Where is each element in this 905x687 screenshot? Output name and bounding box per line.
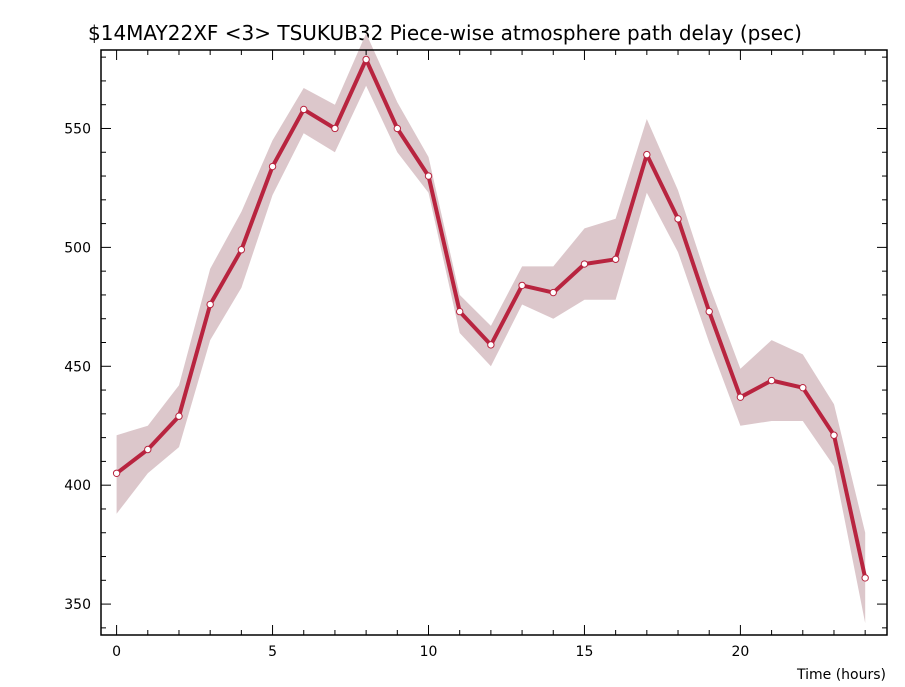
- data-point: [580, 260, 589, 268]
- data-point: [518, 281, 526, 290]
- axis-tick-labels: 0 5 10 15 20 350 400 450 500 550: [64, 121, 749, 660]
- x-axis-label: Time (hours): [796, 667, 886, 683]
- data-point: [487, 341, 495, 349]
- data-point: [300, 105, 308, 114]
- series-line: [115, 57, 868, 579]
- y-tick-label: 450: [64, 359, 91, 375]
- data-points-layer: [112, 55, 869, 582]
- data-point: [674, 215, 682, 223]
- data-point: [549, 288, 557, 297]
- data-point: [175, 412, 183, 420]
- x-tick-label: 20: [731, 644, 749, 660]
- data-point: [736, 393, 745, 401]
- x-tick-label: 10: [420, 644, 438, 660]
- data-point: [799, 383, 807, 392]
- y-tick-label: 500: [64, 240, 91, 256]
- data-point: [767, 376, 776, 385]
- x-tick-label: 15: [576, 644, 594, 660]
- data-point: [237, 246, 246, 254]
- data-point: [206, 300, 214, 309]
- x-tick-label: 0: [112, 644, 121, 660]
- data-point: [393, 124, 402, 133]
- y-tick-label: 400: [64, 478, 91, 494]
- chart-title: $14MAY22XF <3> TSUKUB32 Piece-wise atmos…: [88, 21, 802, 45]
- y-tick-label: 350: [64, 597, 91, 613]
- error-band-layer: [116, 33, 866, 624]
- axis-ticks: [101, 50, 887, 635]
- data-point: [455, 307, 464, 316]
- data-point: [861, 574, 869, 582]
- data-point: [424, 172, 433, 180]
- error-band: [116, 33, 866, 624]
- series-line-layer: [115, 57, 868, 579]
- data-point: [643, 150, 651, 159]
- x-tick-label: 5: [268, 644, 277, 660]
- data-point: [611, 255, 620, 263]
- data-point: [830, 431, 838, 439]
- data-point: [705, 307, 713, 316]
- data-point: [331, 124, 339, 133]
- data-point: [362, 55, 370, 64]
- y-tick-label: 550: [64, 121, 91, 137]
- data-point: [112, 469, 121, 477]
- data-point: [144, 445, 152, 454]
- data-point: [268, 162, 277, 171]
